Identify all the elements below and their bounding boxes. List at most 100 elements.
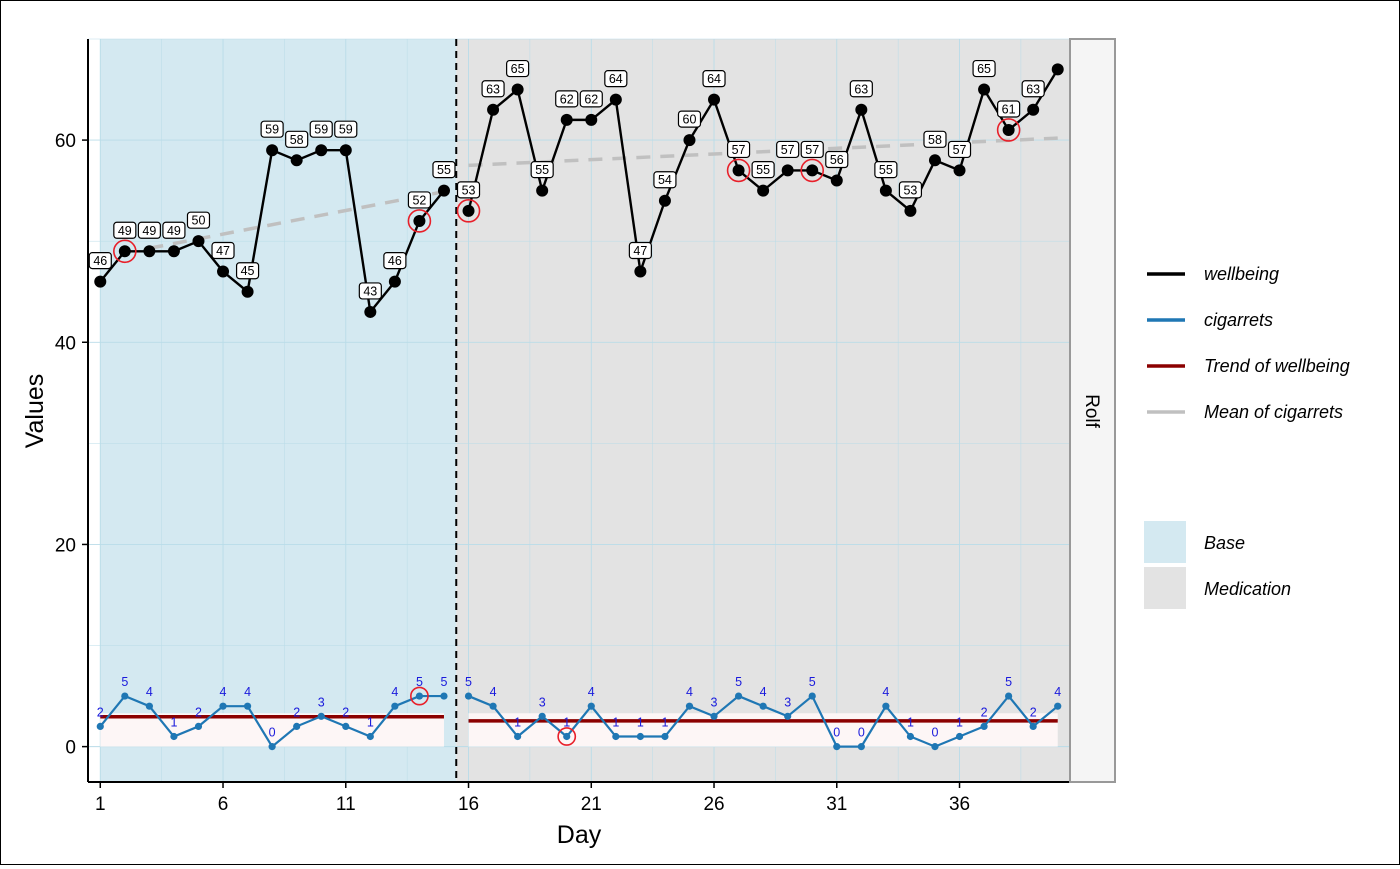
- cigarrets-data-label: 1: [563, 716, 570, 730]
- cigarrets-point: [857, 743, 865, 751]
- facet-strip: Rolf: [1069, 38, 1116, 783]
- wellbeing-point: [879, 184, 892, 197]
- x-tick-label: 16: [458, 794, 479, 815]
- cigarrets-point: [219, 702, 227, 710]
- wellbeing-data-label: 46: [93, 254, 107, 268]
- wellbeing-label-box: [898, 181, 923, 199]
- wellbeing-label-box: [506, 59, 530, 78]
- wellbeing-point: [609, 93, 622, 106]
- legend-fill-label: Medication: [1204, 579, 1291, 599]
- cigarrets-data-label: 4: [588, 685, 595, 699]
- wellbeing-data-label: 53: [903, 183, 917, 197]
- wellbeing-data-label: 64: [707, 72, 721, 86]
- wellbeing-point: [830, 174, 843, 187]
- cigarrets-point: [538, 712, 546, 720]
- panel-margin: [88, 39, 101, 782]
- wellbeing-data-label: 65: [511, 62, 525, 76]
- wellbeing-point: [462, 204, 475, 217]
- cigarrets-point: [980, 722, 988, 731]
- wellbeing-highlight: [726, 158, 751, 183]
- wellbeing-data-label: 63: [486, 82, 500, 96]
- x-tick-label: 36: [949, 794, 970, 815]
- cigarrets-point: [415, 692, 424, 700]
- wellbeing-data-label: 49: [167, 224, 181, 238]
- wellbeing-data-label: 50: [192, 214, 206, 228]
- cigarrets-data-label: 5: [416, 675, 423, 689]
- wellbeing-data-label: 62: [560, 92, 574, 106]
- wellbeing-data-label: 49: [118, 224, 132, 238]
- wellbeing-label-box: [432, 161, 456, 179]
- wellbeing-label-box: [677, 110, 702, 128]
- wellbeing-point: [315, 144, 328, 157]
- wellbeing-data-label: 47: [633, 244, 647, 258]
- wellbeing-point: [781, 164, 794, 177]
- cigarrets-point: [833, 743, 841, 751]
- wellbeing-point: [266, 144, 279, 157]
- wellbeing-data-label: 55: [437, 163, 451, 177]
- wellbeing-point: [167, 245, 180, 258]
- wellbeing-label-box: [776, 140, 800, 159]
- x-tick-label: 26: [703, 794, 724, 815]
- wellbeing-label-box: [726, 140, 751, 159]
- cigarrets-data-label: 3: [784, 695, 791, 709]
- cigarrets-data-label: 0: [269, 726, 276, 740]
- wellbeing-highlight: [456, 199, 481, 223]
- cigarrets-data-label: 4: [882, 685, 889, 699]
- cigarrets-data-label: 4: [220, 685, 227, 699]
- cig-shade: [468, 713, 1058, 747]
- cigarrets-data-label: 1: [612, 716, 619, 730]
- wellbeing-data-label: 59: [339, 123, 353, 137]
- cigarrets-data-label: 1: [637, 716, 644, 730]
- wellbeing-label-box: [849, 80, 873, 98]
- wellbeing-label-box: [113, 221, 137, 239]
- wellbeing-point: [953, 164, 966, 177]
- cigarrets-data-label: 5: [1005, 675, 1012, 689]
- wellbeing-point: [536, 184, 549, 197]
- wellbeing-label-box: [800, 140, 824, 159]
- y-tick-label: 40: [55, 333, 76, 354]
- wellbeing-data-label: 62: [584, 92, 598, 106]
- wellbeing-label-box: [383, 252, 407, 270]
- wellbeing-point: [413, 214, 426, 227]
- cigarrets-data-label: 4: [1054, 685, 1061, 699]
- x-axis-title: Day: [557, 821, 602, 849]
- wellbeing-data-label: 64: [609, 72, 623, 86]
- cigarrets-point: [612, 732, 620, 741]
- wellbeing-label-box: [997, 100, 1021, 118]
- wellbeing-point: [511, 83, 524, 96]
- wellbeing-data-label: 58: [928, 133, 942, 147]
- wellbeing-label-box: [923, 130, 947, 148]
- wellbeing-data-label: 58: [290, 133, 304, 147]
- cigarrets-point: [759, 702, 767, 710]
- wellbeing-label-box: [604, 70, 628, 88]
- wellbeing-data-label: 57: [953, 143, 967, 157]
- cigarrets-data-label: 4: [146, 685, 153, 699]
- wellbeing-data-label: 47: [216, 244, 230, 258]
- wellbeing-point: [560, 113, 573, 126]
- wellbeing-label-box: [456, 181, 481, 199]
- wellbeing-highlight: [800, 158, 825, 183]
- wellbeing-data-label: 57: [805, 143, 819, 157]
- cigarrets-data-label: 4: [244, 685, 251, 699]
- cigarrets-point: [194, 722, 203, 731]
- wellbeing-point: [732, 164, 745, 177]
- wellbeing-data-label: 49: [142, 224, 156, 238]
- wellbeing-point: [94, 275, 107, 288]
- cigarrets-point: [563, 732, 571, 741]
- wellbeing-data-label: 52: [412, 193, 426, 207]
- cigarrets-point: [685, 702, 694, 710]
- cigarrets-point: [1005, 692, 1013, 700]
- cigarrets-data-label: 0: [858, 726, 865, 740]
- wellbeing-data-label: 61: [1002, 102, 1016, 116]
- cigarrets-data-label: 4: [686, 685, 693, 699]
- wellbeing-label-box: [334, 120, 358, 138]
- cig-shade: [100, 713, 444, 747]
- cigarrets-data-label: 1: [661, 716, 668, 730]
- cigarrets-point: [366, 732, 374, 741]
- wellbeing-point: [143, 245, 156, 258]
- cigarrets-point: [317, 712, 325, 720]
- cigarrets-data-label: 5: [465, 675, 472, 689]
- wellbeing-data-label: 55: [756, 163, 770, 177]
